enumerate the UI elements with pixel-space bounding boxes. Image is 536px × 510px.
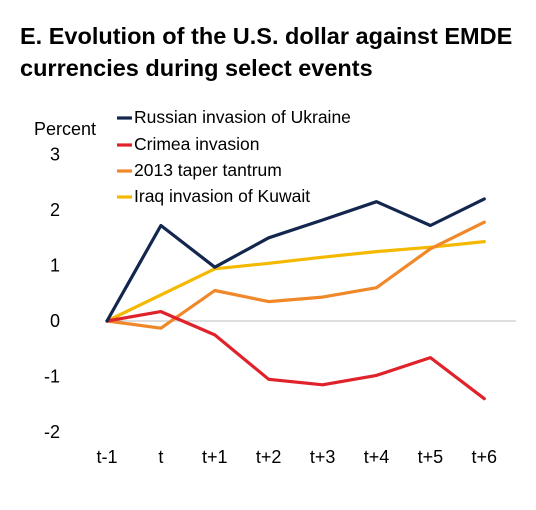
legend: Russian invasion of Ukraine Crimea invasi… <box>117 107 351 206</box>
series-line <box>105 220 486 330</box>
y-tick-labels: 3 2 1 0 -1 -2 <box>44 145 60 443</box>
x-tick-label: t+4 <box>364 447 390 467</box>
y-tick-label: 1 <box>50 256 60 276</box>
series-line <box>105 310 486 401</box>
x-tick-labels: t-1 t t+1 t+2 t+3 t+4 t+5 t+6 <box>96 447 497 467</box>
legend-label: Russian invasion of Ukraine <box>134 107 351 127</box>
y-tick-label: -2 <box>44 422 60 442</box>
y-tick-label: 2 <box>50 200 60 220</box>
x-tick-label: t+6 <box>472 447 498 467</box>
y-axis-label: Percent <box>34 119 96 139</box>
series-line <box>105 240 486 323</box>
chart-title: E. Evolution of the U.S. dollar against … <box>20 23 513 81</box>
series-lines <box>105 197 486 401</box>
series-line <box>105 197 486 323</box>
x-tick-label: t <box>158 447 163 467</box>
x-tick-label: t+3 <box>310 447 336 467</box>
x-tick-label: t-1 <box>96 447 117 467</box>
y-tick-label: -1 <box>44 367 60 387</box>
legend-label: 2013 taper tantrum <box>134 160 282 180</box>
x-tick-label: t+5 <box>418 447 444 467</box>
y-tick-label: 3 <box>50 145 60 165</box>
legend-label: Crimea invasion <box>134 134 259 154</box>
legend-label: Iraq invasion of Kuwait <box>134 186 310 206</box>
y-tick-label: 0 <box>50 311 60 331</box>
x-tick-label: t+1 <box>202 447 228 467</box>
x-tick-label: t+2 <box>256 447 282 467</box>
